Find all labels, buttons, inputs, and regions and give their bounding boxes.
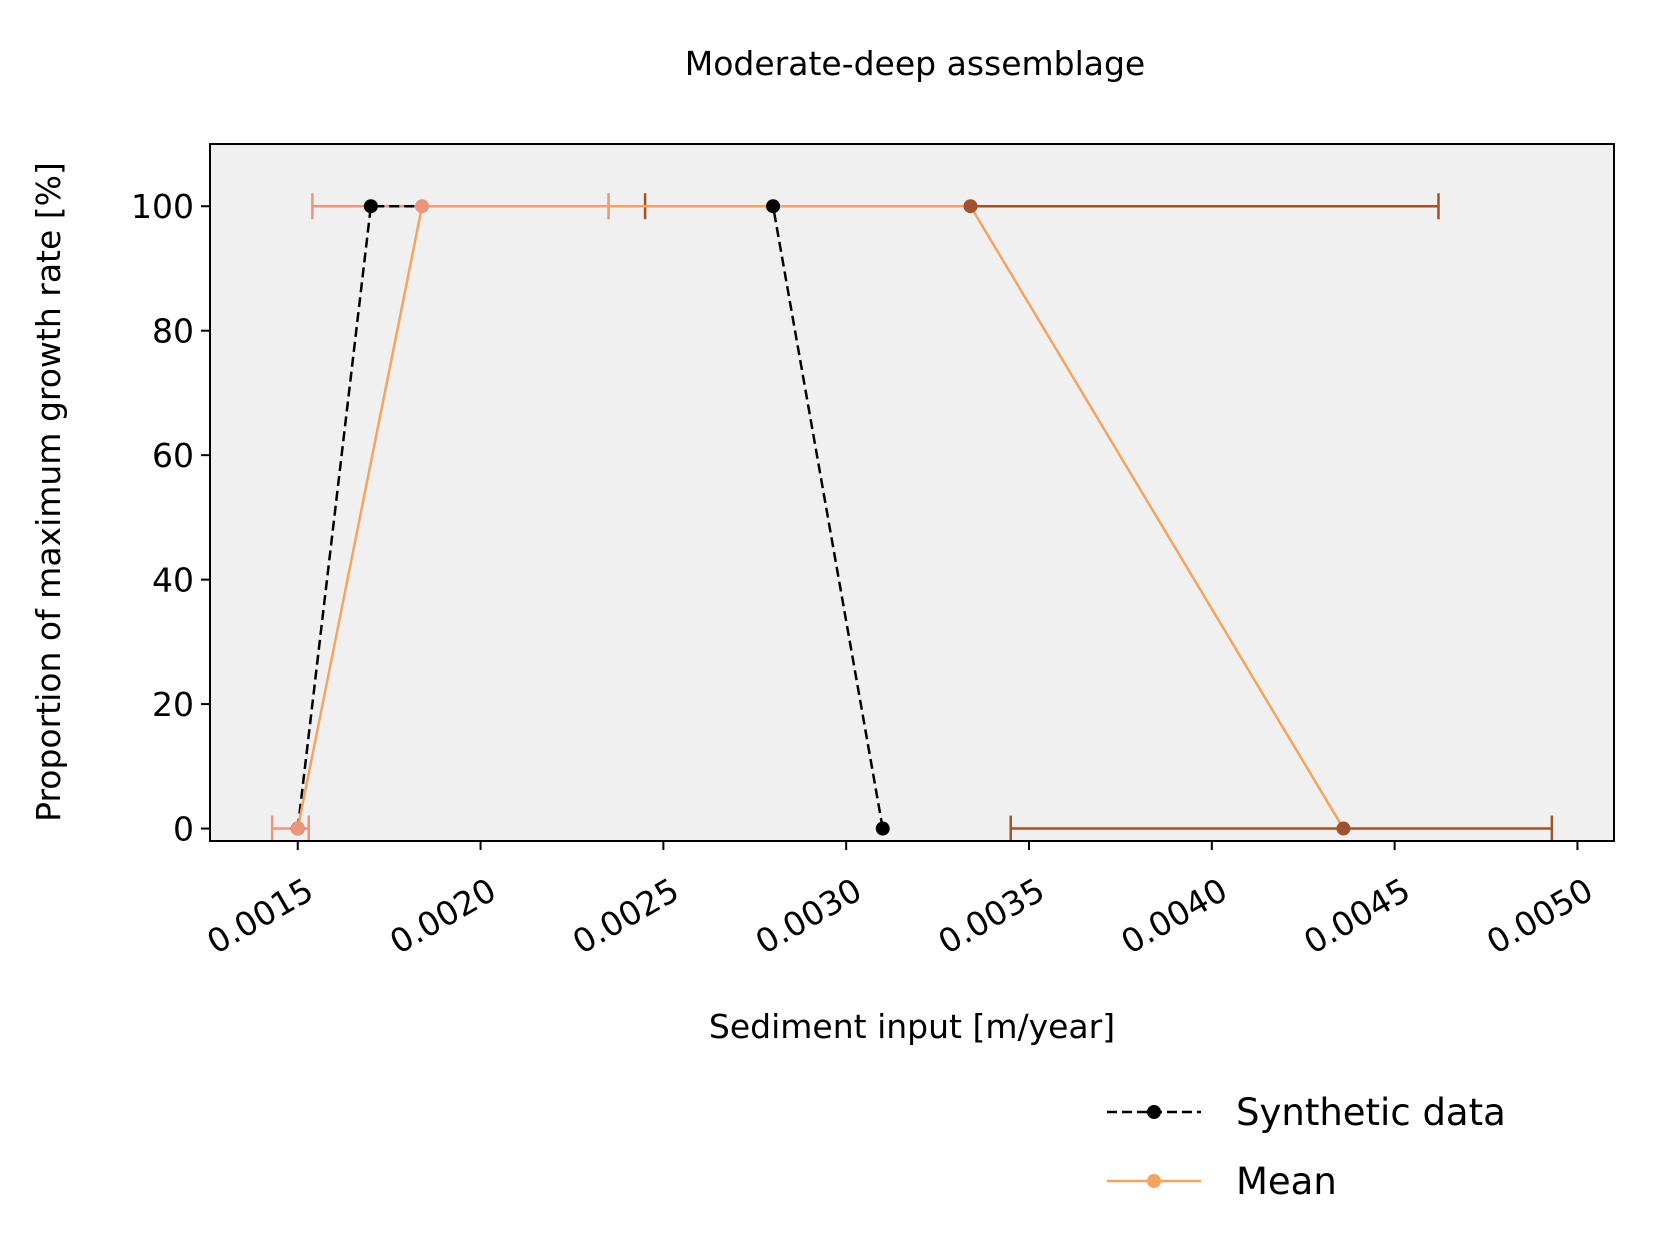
x-tick-label: 0.0025 (566, 870, 685, 962)
legend-mean-marker (1147, 1174, 1161, 1188)
x-tick-label: 0.0020 (383, 870, 502, 962)
y-axis: 0 20 40 60 80 100 (131, 187, 210, 849)
mean-point (1336, 821, 1351, 836)
y-tick-label: 80 (152, 312, 194, 351)
x-tick-label: 0.0040 (1114, 870, 1233, 962)
y-tick-label: 100 (131, 187, 194, 226)
x-tick-label: 0.0035 (932, 870, 1051, 962)
x-axis: 0.0015 0.0020 0.0025 0.0030 0.0035 0.0040 0.00… (200, 841, 1599, 962)
y-axis-label: Proportion of maximum growth rate [%] (29, 162, 68, 822)
y-tick-label: 40 (152, 561, 194, 600)
x-tick-label: 0.0030 (749, 870, 868, 962)
mean-point (415, 199, 430, 214)
y-tick-label: 0 (173, 810, 194, 849)
plot-frame (209, 143, 1615, 842)
y-tick-label: 20 (152, 685, 194, 724)
legend-synthetic-label: Synthetic data (1236, 1091, 1506, 1134)
x-tick-label: 0.0050 (1480, 870, 1599, 962)
series-lines (296, 204, 1345, 830)
x-axis-label: Sediment input [m/year] (709, 1007, 1115, 1046)
x-tick-label: 0.0015 (200, 870, 319, 962)
plot-area (210, 144, 1614, 841)
mean-point (963, 199, 978, 214)
mean-point (290, 821, 305, 836)
series-markers (290, 199, 1351, 836)
chart-title: Moderate-deep assemblage (685, 44, 1146, 83)
synthetic-data-point (363, 199, 378, 214)
mean-line (296, 204, 1345, 830)
synthetic-data-point (875, 821, 890, 836)
y-tick-label: 60 (152, 436, 194, 475)
x-tick-label: 0.0045 (1297, 870, 1416, 962)
legend-synthetic-marker (1147, 1105, 1161, 1119)
synthetic-data-point (766, 199, 781, 214)
legend-mean-label: Mean (1236, 1160, 1337, 1203)
legend: Synthetic data Mean (1107, 1091, 1506, 1203)
